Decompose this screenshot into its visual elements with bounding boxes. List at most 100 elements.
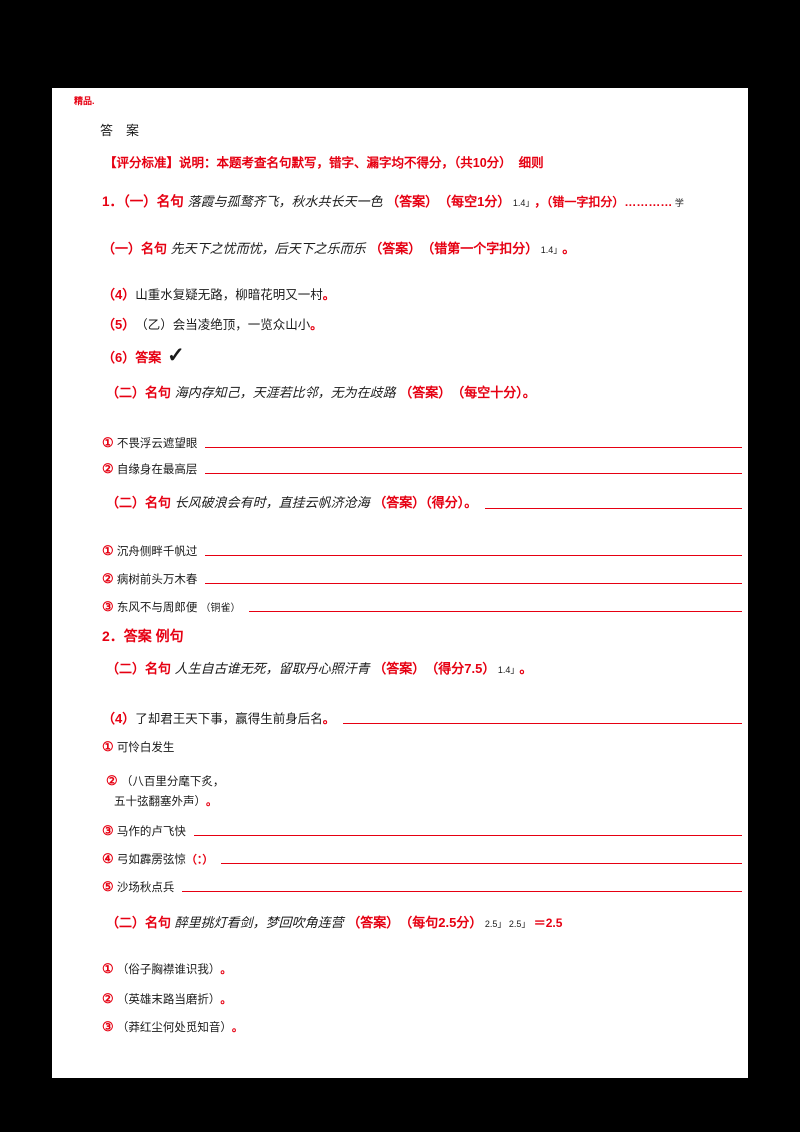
question-text-segment: 不畏浮云遮望眼 (113, 438, 198, 450)
answer-text-segment: 。 (562, 241, 576, 256)
doc-line: （二）名句 人生自古谁无死，留取丹心照汗青 （答案） （得分7.5） 1.4」。 (106, 661, 742, 678)
question-text-segment: 醉里挑灯看剑，梦回吹角连营 (174, 916, 344, 931)
answer-text-segment: 。 (220, 994, 232, 1006)
answer-text-segment: （二）名句 (106, 661, 175, 676)
answer-text-segment: （4） (102, 711, 136, 726)
answer-underline (205, 447, 742, 449)
doc-line: （二）名句 长风破浪会有时，直挂云帆济沧海 （答案）（得分）。 (106, 495, 742, 512)
answer-text-segment: ③ (102, 1019, 114, 1034)
answer-text-segment: （答案） （每空十分）。 (395, 385, 536, 400)
answer-text-segment: （答案） （错第一个字扣分） (365, 241, 539, 256)
answer-text-segment: （二）名句 (106, 385, 175, 400)
question-text-segment: 山重水复疑无路，柳暗花明又一村 (135, 288, 323, 302)
doc-line: ① 沉舟侧畔千帆过 (102, 543, 742, 559)
doc-line: ① 可怜白发生 (102, 739, 742, 755)
question-text-segment: 答 案 (100, 123, 140, 138)
answer-underline (205, 555, 742, 557)
answer-text-segment: （答案）（得分）。 (369, 495, 478, 510)
question-text-segment: 1.4」 (538, 245, 563, 255)
doc-line: 五十弦翻塞外声）。 (114, 796, 742, 809)
answer-text-segment: ② (102, 991, 114, 1006)
question-text-segment: 落霞与孤鹜齐飞，秋水共长天一色 (187, 195, 383, 210)
doc-line: （一）名句 先天下之忧而忧，后天下之乐而乐 （答案） （错第一个字扣分） 1.4… (102, 241, 742, 258)
question-text-segment: 东风不与周郎便 (113, 602, 201, 614)
answer-text-segment: （一）名句 (102, 241, 171, 256)
question-text-segment: 学 (672, 198, 684, 208)
answer-text-segment: （5） (102, 317, 136, 332)
answer-text-segment: （答案） （每句2.5分） (343, 915, 483, 930)
doc-line: 答 案 (100, 123, 742, 139)
doc-line: （4） 了却君王天下事，赢得生前身后名。 (102, 711, 742, 727)
question-text-segment: 会当凌绝顶，一览众山小 (172, 318, 311, 332)
answer-text-segment: 。 (220, 964, 232, 976)
doc-line: ② 自缘身在最高层 (102, 461, 742, 477)
answer-text-segment: 。 (322, 288, 335, 302)
answer-text-segment: （二）名句 (106, 915, 175, 930)
answer-text-segment: ② (102, 571, 114, 586)
answer-text-segment: 1．（一）名句 (102, 194, 188, 209)
answer-text-segment: 。 (322, 712, 335, 726)
question-text-segment: （铜雀） (200, 603, 241, 614)
answer-text-segment: ① (102, 543, 114, 558)
answer-underline (485, 507, 742, 509)
answer-text-segment: ④ (102, 851, 114, 866)
question-text-segment: 自缘身在最高层 (113, 464, 198, 476)
answer-text-segment: ② (106, 773, 118, 788)
doc-line: ③ 东风不与周郎便 （铜雀） (102, 599, 742, 615)
question-text-segment: 了却君王天下事，赢得生前身后名 (135, 712, 323, 726)
answer-text-segment: ＝2.5 (530, 916, 563, 930)
question-text-segment: （乙） (135, 318, 173, 332)
answer-text-segment: ③ (102, 599, 114, 614)
question-text-segment: 马作的卢飞快 (113, 826, 186, 838)
question-text-segment: （英雄末路当磨折） (113, 994, 221, 1006)
doc-line: 2．答案 例句 (102, 628, 742, 644)
answer-text-segment: 【评分标准】说明：本题考查名句默写，错字、漏字均不得分，（共10分） 细则 (104, 156, 544, 170)
answer-text-segment: （4） (102, 287, 136, 302)
answer-text-segment: （答案） （得分7.5） (369, 661, 496, 676)
answer-text-segment: ，（错一字扣分）………… (534, 195, 673, 209)
question-text-segment: 1.4」 (510, 198, 535, 208)
doc-line: 精品. (74, 96, 742, 106)
answer-text-segment: 。 (310, 318, 323, 332)
answer-underline (205, 473, 742, 475)
question-text-segment: 海内存知己，天涯若比邻，无为在歧路 (174, 386, 396, 401)
answer-text-segment: （：） (185, 854, 214, 866)
doc-line: （二）名句 醉里挑灯看剑，梦回吹角连营 （答案） （每句2.5分） 2.5」 2… (106, 915, 742, 932)
question-text-segment: 先天下之忧而忧，后天下之乐而乐 (170, 242, 366, 257)
doc-line: 1．（一）名句 落霞与孤鹜齐飞，秋水共长天一色 （答案） （每空1分） 1.4」… (102, 194, 742, 211)
question-text-segment: （莽红尘何处觅知音） (113, 1022, 232, 1034)
question-text-segment: （八百里分麾下炙， (117, 776, 225, 788)
answer-text-segment: 精品. (74, 96, 95, 106)
answer-text-segment: ① (102, 739, 114, 754)
answer-text-segment: ① (102, 435, 114, 450)
question-text-segment: 弓如霹雳弦惊 (113, 854, 186, 866)
doc-line: ② （英雄末路当磨折）。 (102, 991, 742, 1007)
answer-text-segment: （6）答案 (102, 350, 162, 365)
question-text-segment: 1.4」 (495, 665, 520, 675)
question-text-segment: 人生自古谁无死，留取丹心照汗青 (174, 662, 370, 677)
doc-line: ① （俗子胸襟谁识我）。 (102, 961, 742, 977)
doc-line: （4） 山重水复疑无路，柳暗花明又一村。 (102, 287, 742, 303)
answer-text-segment: ⑤ (102, 879, 114, 894)
doc-line: ⑤ 沙场秋点兵 (102, 879, 742, 895)
answer-text-segment: ① (102, 961, 114, 976)
doc-line: ② （八百里分麾下炙， (106, 773, 742, 789)
question-text-segment: ✓ (161, 344, 185, 367)
answer-text-segment: 。 (519, 661, 533, 676)
question-text-segment: 长风破浪会有时，直挂云帆济沧海 (174, 496, 370, 511)
answer-text-segment: （二）名句 (106, 495, 175, 510)
document-page: 精品. 答 案【评分标准】说明：本题考查名句默写，错字、漏字均不得分，（共10分）… (52, 88, 748, 1078)
question-text-segment: 病树前头万木春 (113, 574, 198, 586)
question-text-segment: 可怜白发生 (113, 742, 175, 754)
question-text-segment: （俗子胸襟谁识我） (113, 964, 221, 976)
doc-line: 【评分标准】说明：本题考查名句默写，错字、漏字均不得分，（共10分） 细则 (104, 156, 742, 170)
answer-text-segment: 。 (206, 796, 217, 808)
answer-underline (221, 863, 742, 865)
doc-line: ③ 马作的卢飞快 (102, 823, 742, 839)
doc-line: （5） （乙） 会当凌绝顶，一览众山小。 (102, 317, 742, 333)
answer-underline (205, 583, 742, 585)
answer-underline (342, 722, 742, 724)
doc-line: ③ （莽红尘何处觅知音）。 (102, 1019, 742, 1035)
answer-underline (248, 611, 742, 613)
